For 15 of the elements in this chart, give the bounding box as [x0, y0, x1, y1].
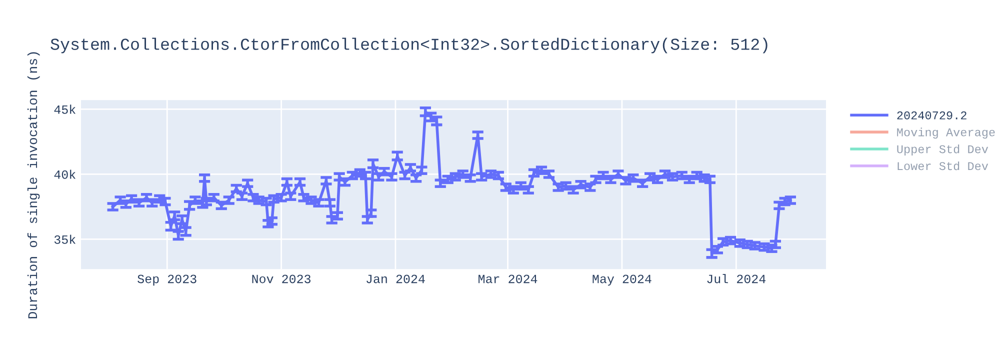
y-tick-label: 45k [54, 104, 76, 114]
x-tick-label: Jan 2024 [366, 274, 425, 284]
chart-title: System.Collections.CtorFromCollection<Int32>.SortedDictionary(Size: 512) [50, 38, 768, 54]
legend-label: Lower Std Dev [898, 161, 988, 170]
y-tick-label: 35k [54, 234, 76, 244]
legend-label: Moving Average [897, 128, 995, 139]
legend-label: Upper Std Dev [897, 144, 988, 156]
y-tick-label: 40k [54, 170, 76, 179]
x-tick-label: Jul 2024 [707, 274, 766, 284]
legend-label: 20240729.2 [897, 111, 966, 120]
x-tick-label: May 2024 [592, 274, 652, 286]
x-tick-label: Nov 2023 [252, 274, 310, 284]
x-tick-label: Mar 2024 [478, 274, 538, 284]
x-tick-label: Sep 2023 [138, 274, 196, 286]
y-axis-title: Duration of single invocation (ns) [27, 52, 40, 318]
